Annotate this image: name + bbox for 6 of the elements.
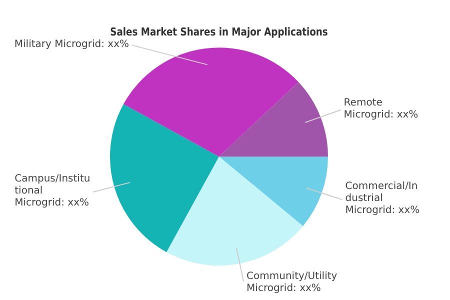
chart-title: Sales Market Shares in Major Applications	[110, 26, 328, 39]
slice-label: Campus/Institutional Microgrid: xx%	[14, 174, 90, 209]
slice-label: Commercial/Industrial Microgrid: xx%	[345, 181, 420, 216]
slice-label: Military Microgrid: xx%	[14, 38, 130, 50]
slice-label: Community/Utility Microgrid: xx%	[246, 270, 338, 294]
slice-label: Remote Microgrid: xx%	[344, 97, 418, 120]
